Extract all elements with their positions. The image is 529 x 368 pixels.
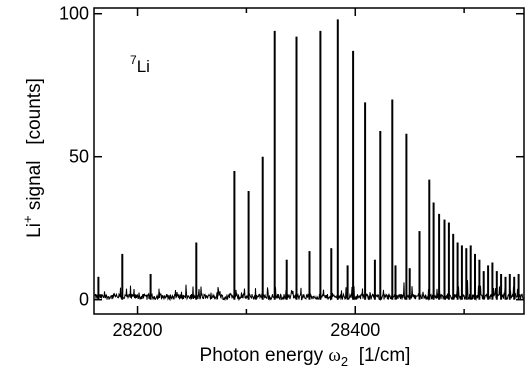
x-axis-title-prefix: Photon energy: [200, 345, 329, 366]
isotope-superscript: 7: [130, 53, 137, 67]
y-tick-label: 0: [79, 290, 89, 310]
y-axis-title-rest: signal [counts]: [24, 78, 45, 215]
isotope-symbol: Li: [137, 57, 150, 76]
x-tick-label: 28200: [113, 320, 163, 340]
x-axis-title-symbol: ω: [328, 345, 341, 366]
axis-ticks: 0 50 100 28200 28400: [59, 4, 524, 340]
y-axis-title-superscript: +: [20, 215, 35, 223]
isotope-annotation: 7Li: [130, 53, 150, 76]
plot-frame: [93, 7, 525, 315]
y-axis-title: Li+ signal [counts]: [20, 78, 45, 238]
x-axis-title: Photon energy ω2 [1/cm]: [200, 345, 411, 368]
plot-area: [94, 19, 524, 302]
y-tick-label: 100: [59, 4, 89, 24]
x-axis-title-unit: [1/cm]: [348, 345, 410, 366]
y-tick-label: 50: [69, 147, 89, 167]
y-axis-title-base: Li: [24, 223, 45, 238]
x-axis-title-subscript: 2: [341, 354, 348, 368]
x-tick-label: 28400: [330, 320, 380, 340]
